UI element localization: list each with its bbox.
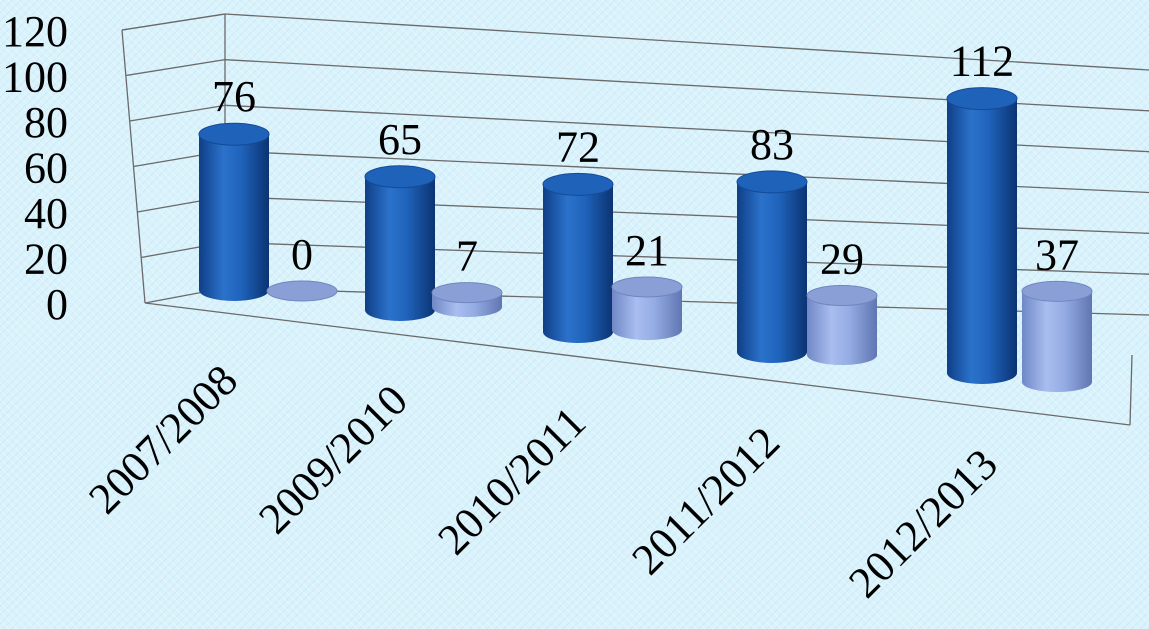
y-tick-label: 100: [2, 53, 68, 102]
y-tick-label: 20: [24, 235, 68, 284]
data-label: 0: [291, 230, 313, 279]
bar-top: [431, 282, 503, 304]
data-label: 29: [820, 235, 864, 284]
bar: 0: [266, 230, 338, 302]
bar-top: [946, 87, 1018, 111]
bar: 76: [198, 72, 270, 301]
side-gridline: [125, 59, 226, 77]
bar-top: [364, 165, 436, 189]
data-label: 72: [556, 122, 600, 171]
bar: 29: [806, 235, 878, 365]
bar-top: [198, 122, 270, 146]
data-label: 65: [378, 115, 422, 164]
bar-top: [736, 170, 808, 194]
bar-top: [266, 280, 338, 302]
bar-body: [365, 176, 435, 321]
bar-top: [1021, 280, 1093, 302]
bar: 112: [946, 37, 1018, 384]
bars: 76 0 65 7 72 21 83 29 112 37: [198, 37, 1093, 392]
data-label: 21: [625, 226, 669, 275]
bar: 83: [736, 120, 808, 363]
bar-top: [611, 276, 683, 298]
floor-front-edge: [144, 302, 1131, 426]
bar-body: [199, 134, 269, 301]
bar-top: [806, 285, 878, 307]
x-tick-label: 2012/2013: [839, 439, 1007, 607]
y-tick-label: 40: [24, 189, 68, 238]
x-tick-label: 2009/2010: [249, 375, 417, 543]
data-label: 76: [212, 72, 256, 121]
bar-body: [807, 295, 877, 365]
bar: 21: [611, 226, 683, 340]
bar: 72: [542, 122, 614, 343]
bar: 65: [364, 115, 436, 321]
x-tick-label: 2007/2008: [79, 355, 247, 523]
side-gridline: [121, 13, 226, 31]
x-tick-label: 2010/2011: [428, 397, 595, 564]
data-label: 83: [750, 120, 794, 169]
bar-body: [612, 286, 682, 340]
bar-body: [947, 98, 1017, 384]
data-label: 37: [1035, 230, 1079, 279]
floor-right-edge: [1129, 354, 1133, 426]
data-label: 112: [950, 37, 1014, 86]
bar-body: [737, 181, 807, 363]
y-tick-label: 80: [24, 98, 68, 147]
y-tick-label: 120: [2, 7, 68, 56]
y-tick-label: 60: [24, 144, 68, 193]
bar-body: [543, 184, 613, 343]
bar-body: [1022, 291, 1092, 392]
y-tick-label: 0: [46, 280, 68, 329]
bar: 7: [431, 232, 503, 317]
bar-top: [542, 172, 614, 196]
bar: 37: [1021, 230, 1093, 392]
gridline: [224, 13, 1149, 71]
side-gridline: [129, 104, 226, 122]
data-label: 7: [456, 232, 478, 281]
x-tick-label: 2011/2012: [622, 417, 789, 584]
